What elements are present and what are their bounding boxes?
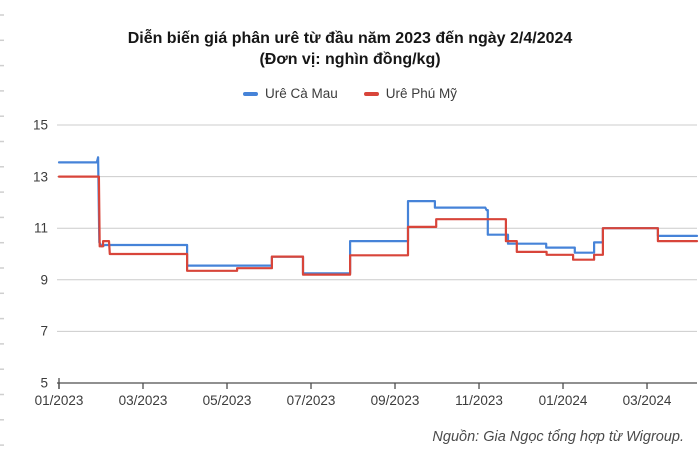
legend-label: Urê Phú Mỹ xyxy=(385,86,458,101)
y-axis-label: 5 xyxy=(40,375,48,391)
legend-item-ure-ca-mau: Urê Cà Mau xyxy=(242,86,338,101)
chart-title: Diễn biến giá phân urê từ đầu năm 2023 đ… xyxy=(0,28,700,70)
chart-title-line1: Diễn biến giá phân urê từ đầu năm 2023 đ… xyxy=(127,30,573,47)
y-axis-label: 9 xyxy=(40,272,48,288)
chart-title-line2: (Đơn vị: nghìn đồng/kg) xyxy=(259,51,441,68)
x-axis-label: 11/2023 xyxy=(455,393,503,408)
x-axis-label: 09/2023 xyxy=(370,393,420,408)
legend-item-ure-phu-my: Urê Phú Mỹ xyxy=(363,86,458,101)
series-line-urê-phú-mỹ xyxy=(57,175,699,276)
y-axis-label: 13 xyxy=(32,169,48,185)
series-line-urê-cà-mau xyxy=(57,156,699,275)
x-axis-label: 05/2023 xyxy=(202,393,252,408)
x-axis-label: 07/2023 xyxy=(286,393,336,408)
x-axis-label: 03/2024 xyxy=(622,393,672,408)
x-axis-label: 01/2023 xyxy=(34,393,84,408)
y-axis-label: 7 xyxy=(40,323,48,339)
x-axis-label: 01/2024 xyxy=(538,393,588,408)
source-caption: Nguồn: Gia Ngọc tổng hợp từ Wigroup. xyxy=(432,429,684,445)
legend-swatch-blue-icon xyxy=(242,91,258,96)
x-axis-label: 03/2023 xyxy=(118,393,168,408)
legend-label: Urê Cà Mau xyxy=(264,86,338,101)
y-axis-label: 11 xyxy=(33,220,48,236)
legend-swatch-red-icon xyxy=(363,91,379,96)
chart-legend: Urê Cà Mau Urê Phú Mỹ xyxy=(0,86,700,101)
y-axis-label: 15 xyxy=(32,117,48,133)
